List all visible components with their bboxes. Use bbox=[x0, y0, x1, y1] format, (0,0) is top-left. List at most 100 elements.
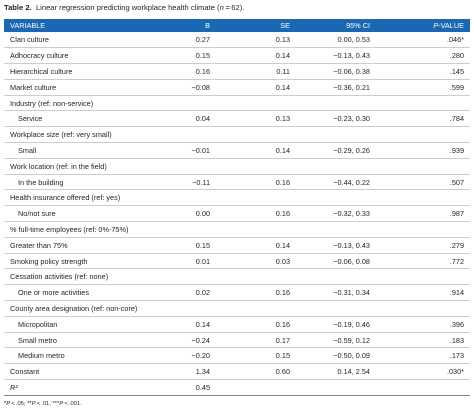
cell-variable: Service bbox=[4, 110, 131, 128]
table-row: Small metro −0.24 0.17 −0.59, 0.12.183 bbox=[4, 332, 470, 349]
cell-ci: −0.19, 0.46 bbox=[296, 316, 376, 333]
cell-ci: −0.31, 0.34 bbox=[296, 284, 376, 302]
cell-p: .280 bbox=[376, 47, 470, 65]
cell-p: .173 bbox=[376, 347, 470, 365]
table-caption: Table 2. Linear regression predicting wo… bbox=[4, 3, 244, 12]
cell-p: .030* bbox=[376, 363, 470, 381]
cell-variable: Constant bbox=[4, 363, 131, 381]
cell-se: 0.17 bbox=[216, 332, 296, 349]
cell-se bbox=[216, 268, 296, 286]
table-row: Hierarchical culture 0.16 0.11 −0.06, 0.38.… bbox=[4, 63, 470, 80]
cell-p bbox=[376, 268, 470, 286]
cell-b: −0.01 bbox=[131, 142, 216, 159]
table-row: % full-time employees (ref: 0%-75%) bbox=[4, 221, 470, 238]
cell-se: 0.15 bbox=[216, 347, 296, 365]
cell-p: .599 bbox=[376, 79, 470, 96]
cell-b: 0.45 bbox=[131, 379, 216, 396]
cell-b: 0.15 bbox=[131, 237, 216, 254]
cell-variable: Workplace size (ref: very small) bbox=[4, 126, 131, 144]
cell-se: 0.16 bbox=[216, 174, 296, 191]
cell-variable: Greater than 75% bbox=[4, 237, 131, 254]
cell-b: −0.11 bbox=[131, 174, 216, 191]
cell-variable: Smoking policy strength bbox=[4, 253, 131, 270]
cell-se: 0.16 bbox=[216, 284, 296, 302]
cell-b bbox=[131, 300, 216, 317]
cell-ci: −0.32, 0.33 bbox=[296, 205, 376, 223]
cell-b: 0.15 bbox=[131, 47, 216, 65]
cell-b bbox=[131, 189, 216, 207]
table-row: One or more activities 0.02 0.16 −0.31, 0.3… bbox=[4, 284, 470, 302]
cell-variable: Industry (ref: non-service) bbox=[4, 95, 131, 112]
cell-ci: −0.59, 0.12 bbox=[296, 332, 376, 349]
cell-p: .784 bbox=[376, 110, 470, 128]
cell-b: 0.27 bbox=[131, 32, 216, 49]
cell-ci: −0.50, 0.09 bbox=[296, 347, 376, 365]
cell-variable: Adhocracy culture bbox=[4, 47, 131, 65]
table-row: No/not sure 0.00 0.16 −0.32, 0.33.987 bbox=[4, 205, 470, 223]
header-row: VARIABLE B SE 95% CI P-VALUE bbox=[4, 19, 470, 32]
cell-p bbox=[376, 158, 470, 175]
cell-ci: −0.06, 0.38 bbox=[296, 63, 376, 80]
table-row: Cessation activities (ref: none) bbox=[4, 268, 470, 286]
cell-ci bbox=[296, 95, 376, 112]
table-row: Workplace size (ref: very small) bbox=[4, 126, 470, 144]
cell-p bbox=[376, 221, 470, 238]
table-row: Health insurance offered (ref: yes) bbox=[4, 189, 470, 207]
cell-variable: In the building bbox=[4, 174, 131, 191]
cell-se: 0.16 bbox=[216, 316, 296, 333]
table-row: In the building −0.11 0.16 −0.44, 0.22.507 bbox=[4, 174, 470, 191]
table-row: Market culture −0.08 0.14 −0.36, 0.21.599 bbox=[4, 79, 470, 96]
table-row: Industry (ref: non-service) bbox=[4, 95, 470, 112]
cell-se: 0.13 bbox=[216, 110, 296, 128]
cell-b: 0.04 bbox=[131, 110, 216, 128]
cell-se: 0.60 bbox=[216, 363, 296, 381]
cell-variable: % full-time employees (ref: 0%-75%) bbox=[4, 221, 131, 238]
cell-variable: Small metro bbox=[4, 332, 131, 349]
cell-se bbox=[216, 126, 296, 144]
cell-variable: Small bbox=[4, 142, 131, 159]
cell-variable: Market culture bbox=[4, 79, 131, 96]
cell-b: 1.34 bbox=[131, 363, 216, 381]
cell-p bbox=[376, 300, 470, 317]
cell-p bbox=[376, 189, 470, 207]
cell-se bbox=[216, 379, 296, 396]
cell-p: .145 bbox=[376, 63, 470, 80]
cell-variable: County area designation (ref: non-core) bbox=[4, 300, 137, 317]
cell-variable: One or more activities bbox=[4, 284, 131, 302]
cell-se bbox=[216, 300, 296, 317]
cell-ci bbox=[296, 221, 376, 238]
cell-b bbox=[131, 95, 216, 112]
cell-variable: Medium metro bbox=[4, 347, 131, 365]
cell-p: .279 bbox=[376, 237, 470, 254]
cell-ci: −0.36, 0.21 bbox=[296, 79, 376, 96]
cell-ci bbox=[296, 189, 376, 207]
table-row: Service 0.04 0.13 −0.23, 0.30.784 bbox=[4, 110, 470, 128]
cell-se: 0.11 bbox=[216, 63, 296, 80]
cell-ci: −0.13, 0.43 bbox=[296, 47, 376, 65]
cell-variable: Micropolitan bbox=[4, 316, 131, 333]
cell-b: −0.24 bbox=[131, 332, 216, 349]
cell-se: 0.14 bbox=[216, 142, 296, 159]
cell-se: 0.16 bbox=[216, 205, 296, 223]
cell-se: 0.14 bbox=[216, 237, 296, 254]
cell-b bbox=[131, 126, 216, 144]
cell-se: 0.14 bbox=[216, 79, 296, 96]
header-se: SE bbox=[280, 21, 290, 30]
header-p: P-VALUE bbox=[433, 21, 464, 30]
cell-se: 0.13 bbox=[216, 32, 296, 49]
cell-p: .914 bbox=[376, 284, 470, 302]
cell-ci: 0.14, 2.54 bbox=[296, 363, 376, 381]
cell-p bbox=[376, 95, 470, 112]
cell-variable: Hierarchical culture bbox=[4, 63, 131, 80]
cell-b: 0.16 bbox=[131, 63, 216, 80]
cell-p: .183 bbox=[376, 332, 470, 349]
cell-b: −0.08 bbox=[131, 79, 216, 96]
cell-ci bbox=[296, 268, 376, 286]
cell-se bbox=[216, 221, 296, 238]
cell-se bbox=[216, 158, 296, 175]
cell-b: 0.00 bbox=[131, 205, 216, 223]
table-row: Medium metro −0.20 0.15 −0.50, 0.09.173 bbox=[4, 347, 470, 365]
cell-b: −0.20 bbox=[131, 347, 216, 365]
cell-p: .046* bbox=[376, 32, 470, 49]
cell-p bbox=[376, 379, 470, 396]
